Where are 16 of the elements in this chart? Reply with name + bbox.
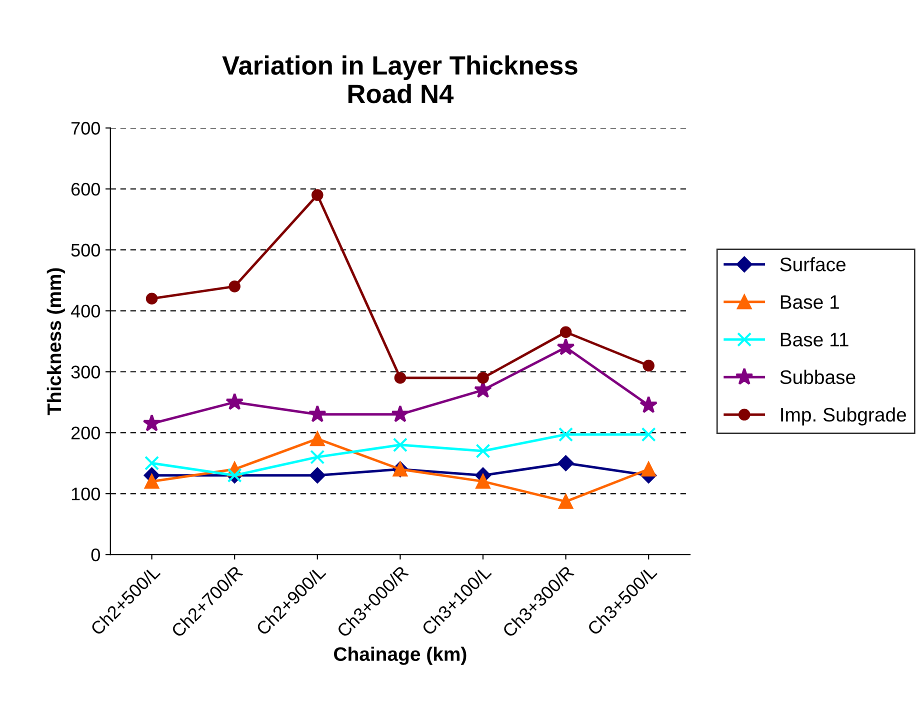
x-axis-title: Chainage (km) <box>334 646 466 665</box>
y-tick-label: 200 <box>71 426 100 440</box>
y-tick-label: 300 <box>71 366 100 378</box>
chart-title: Variation in Layer Thickness Road N4 <box>222 55 578 104</box>
y-tick-label: 0 <box>91 548 100 562</box>
legend-label: Surface <box>780 257 846 272</box>
y-tick-label: 400 <box>70 304 100 318</box>
y-tick-label: 600 <box>71 182 100 196</box>
y-axis-title: Thickness (mm) <box>46 268 65 416</box>
legend-label: Base 1 <box>780 295 839 309</box>
legend-label: Subbase <box>780 370 856 384</box>
legend-label: Base 11 <box>780 332 848 346</box>
y-tick-label: 100 <box>72 488 100 500</box>
legend-label: Imp. Subgrade <box>781 407 906 426</box>
y-tick-label: 700 <box>71 122 100 135</box>
y-tick-label: 500 <box>71 244 100 257</box>
